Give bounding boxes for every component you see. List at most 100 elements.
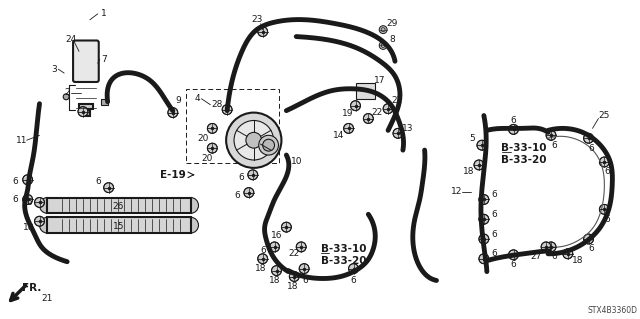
Circle shape bbox=[222, 105, 232, 115]
Text: 6: 6 bbox=[511, 260, 516, 269]
Text: 14: 14 bbox=[333, 131, 344, 140]
Circle shape bbox=[269, 242, 280, 252]
Text: 6: 6 bbox=[491, 210, 497, 219]
FancyBboxPatch shape bbox=[73, 41, 99, 82]
Text: 1: 1 bbox=[101, 9, 107, 19]
Circle shape bbox=[35, 216, 44, 226]
Text: 3: 3 bbox=[51, 65, 57, 74]
Text: 27: 27 bbox=[531, 252, 542, 261]
Circle shape bbox=[246, 132, 262, 148]
Circle shape bbox=[104, 183, 113, 193]
Bar bbox=[100, 99, 108, 105]
Text: 10: 10 bbox=[291, 158, 302, 167]
Circle shape bbox=[234, 121, 273, 160]
Circle shape bbox=[258, 27, 268, 37]
Text: 6: 6 bbox=[491, 249, 497, 258]
Circle shape bbox=[364, 114, 373, 123]
Text: FR.: FR. bbox=[22, 283, 42, 293]
Circle shape bbox=[600, 204, 609, 214]
Text: 6: 6 bbox=[260, 246, 266, 255]
Text: 28: 28 bbox=[212, 100, 223, 109]
Circle shape bbox=[207, 143, 217, 153]
Circle shape bbox=[259, 135, 278, 155]
Text: 24: 24 bbox=[65, 35, 77, 44]
Text: 18: 18 bbox=[572, 256, 584, 265]
Circle shape bbox=[22, 195, 33, 204]
Text: B-33-10: B-33-10 bbox=[321, 244, 367, 254]
Text: 23: 23 bbox=[251, 15, 262, 24]
Circle shape bbox=[78, 107, 88, 116]
Circle shape bbox=[546, 130, 556, 140]
Circle shape bbox=[584, 234, 593, 244]
Circle shape bbox=[182, 197, 198, 213]
Text: 6: 6 bbox=[302, 276, 308, 285]
Bar bbox=[79, 104, 93, 109]
Circle shape bbox=[509, 124, 518, 134]
Text: 6: 6 bbox=[27, 198, 33, 207]
Circle shape bbox=[383, 104, 393, 114]
Text: 6: 6 bbox=[604, 215, 610, 224]
Circle shape bbox=[262, 139, 275, 151]
Circle shape bbox=[541, 242, 551, 252]
Text: 19: 19 bbox=[342, 109, 353, 118]
Circle shape bbox=[351, 101, 360, 111]
Text: 22: 22 bbox=[289, 249, 300, 258]
Circle shape bbox=[600, 157, 609, 167]
Text: 18: 18 bbox=[23, 223, 35, 232]
Circle shape bbox=[40, 217, 55, 233]
Circle shape bbox=[244, 188, 254, 197]
Circle shape bbox=[35, 197, 44, 207]
Circle shape bbox=[479, 254, 489, 264]
Text: 18: 18 bbox=[463, 167, 475, 176]
Text: 6: 6 bbox=[12, 177, 18, 186]
Text: 26: 26 bbox=[113, 202, 124, 211]
Text: 20: 20 bbox=[202, 153, 213, 162]
Circle shape bbox=[271, 266, 282, 276]
Text: 22: 22 bbox=[391, 96, 403, 105]
Bar bbox=[355, 83, 375, 99]
Circle shape bbox=[477, 140, 487, 150]
Circle shape bbox=[546, 242, 556, 252]
Text: 4: 4 bbox=[195, 94, 200, 103]
Text: 6: 6 bbox=[234, 191, 240, 200]
Circle shape bbox=[584, 133, 593, 143]
Circle shape bbox=[300, 264, 309, 274]
Text: 6: 6 bbox=[551, 252, 557, 261]
Circle shape bbox=[393, 128, 403, 138]
Circle shape bbox=[380, 26, 387, 33]
Bar bbox=[47, 197, 191, 213]
Text: 8: 8 bbox=[389, 35, 395, 44]
Text: 18: 18 bbox=[287, 282, 298, 291]
Text: B-33-20: B-33-20 bbox=[500, 155, 546, 165]
Text: B-33-10: B-33-10 bbox=[500, 143, 546, 153]
Text: 5: 5 bbox=[469, 134, 475, 143]
Text: 11: 11 bbox=[16, 136, 28, 145]
Text: 16: 16 bbox=[271, 231, 282, 240]
Text: 6: 6 bbox=[589, 244, 595, 253]
Text: 2: 2 bbox=[65, 88, 70, 97]
Text: 6: 6 bbox=[491, 190, 497, 199]
Text: 12: 12 bbox=[451, 187, 462, 196]
Circle shape bbox=[182, 217, 198, 233]
Circle shape bbox=[344, 123, 353, 133]
Circle shape bbox=[168, 108, 178, 117]
Text: 6: 6 bbox=[491, 230, 497, 239]
Circle shape bbox=[509, 250, 518, 260]
Text: 6: 6 bbox=[12, 195, 18, 204]
Text: 15: 15 bbox=[113, 222, 124, 231]
Circle shape bbox=[474, 160, 484, 170]
Text: 7: 7 bbox=[101, 55, 107, 64]
Circle shape bbox=[282, 222, 291, 232]
Text: 6: 6 bbox=[511, 116, 516, 125]
Circle shape bbox=[349, 264, 358, 274]
Text: 21: 21 bbox=[42, 294, 53, 303]
Circle shape bbox=[207, 123, 217, 133]
Circle shape bbox=[479, 195, 489, 204]
Text: 6: 6 bbox=[589, 144, 595, 153]
Text: 6: 6 bbox=[604, 167, 610, 176]
Text: STX4B3360D: STX4B3360D bbox=[588, 306, 637, 315]
Circle shape bbox=[479, 234, 489, 244]
Circle shape bbox=[258, 254, 268, 264]
Text: 6: 6 bbox=[551, 141, 557, 150]
Text: 29: 29 bbox=[387, 19, 397, 28]
